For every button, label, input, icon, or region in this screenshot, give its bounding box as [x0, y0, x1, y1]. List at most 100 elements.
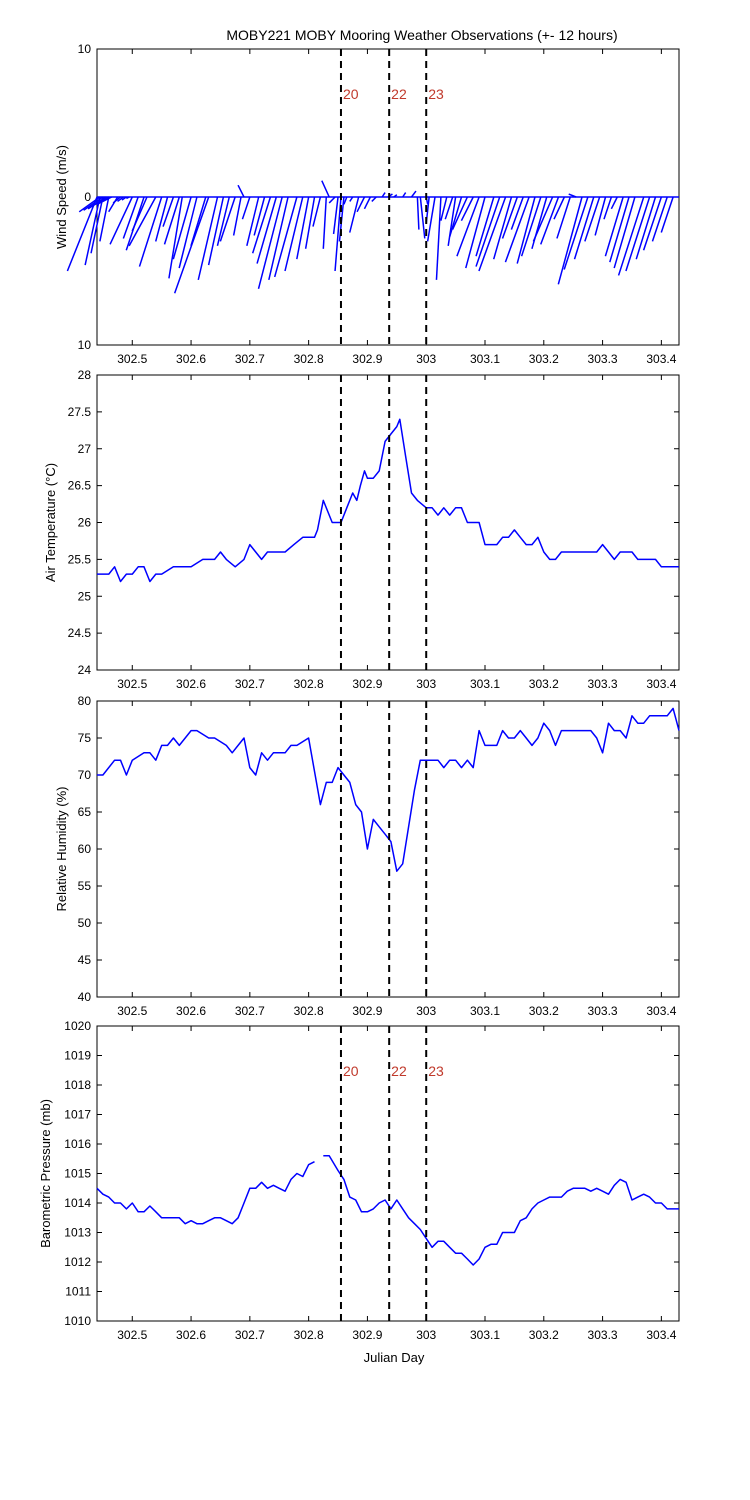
y-tick-label: 75 [78, 731, 92, 745]
wind-stick [232, 196, 242, 236]
y-tick-label: 45 [78, 953, 92, 967]
wind-stick [660, 196, 674, 233]
x-tick-label: 302.5 [117, 1004, 147, 1018]
wind-stick [642, 196, 663, 251]
y-axis-label: Barometric Pressure (mb) [38, 1099, 53, 1248]
x-tick-label: 302.5 [117, 1328, 147, 1342]
wind-stick [108, 196, 119, 213]
wind-stick [322, 196, 328, 249]
panel-2: 302.5 302.6 302.7 302.8 302.9 303 303.1 303.2 30… [43, 368, 680, 691]
wind-stick [475, 196, 495, 257]
event-marker-label: 20 [343, 86, 359, 102]
x-tick-label: 303.2 [529, 1328, 559, 1342]
wind-stick [617, 196, 645, 276]
wind-stick [516, 196, 536, 264]
wind-stick [321, 180, 330, 198]
x-tick-label: 302.8 [294, 677, 324, 691]
y-tick-label: 55 [78, 879, 92, 893]
data-series-line [97, 707, 680, 872]
wind-stick [510, 196, 524, 230]
event-marker-label: 22 [391, 86, 407, 102]
x-tick-label: 302.9 [352, 352, 382, 366]
wind-stick [416, 196, 420, 230]
wind-stick [312, 196, 322, 227]
wind-stick [90, 196, 104, 254]
wind-stick [197, 196, 219, 281]
wind-stick [349, 196, 354, 202]
wind-stick [178, 196, 198, 269]
wind-stick [273, 196, 298, 278]
x-tick-label: 303.2 [529, 1004, 559, 1018]
y-tick-label: 1019 [64, 1049, 91, 1063]
y-tick-label: 27 [78, 442, 92, 456]
wind-stick [241, 196, 251, 220]
y-tick-label: 24 [78, 663, 92, 677]
y-tick-label: 40 [78, 990, 92, 1004]
wind-stick [154, 196, 169, 242]
x-tick-label: 302.5 [117, 352, 147, 366]
wind-stick [435, 196, 442, 280]
x-tick-label: 303.4 [646, 1328, 676, 1342]
wind-stick [363, 196, 372, 210]
figure-title: MOBY221 MOBY Mooring Weather Observation… [226, 27, 617, 43]
y-tick-label: 27.5 [68, 405, 92, 419]
y-tick-label: 10 [78, 338, 92, 352]
wind-stick [448, 196, 463, 238]
x-tick-label: 302.9 [352, 1328, 382, 1342]
wind-stick [163, 196, 181, 245]
x-tick-label: 303.3 [588, 1004, 618, 1018]
wind-stick [84, 196, 101, 266]
y-axis-label: Relative Humidity (%) [54, 787, 69, 912]
wind-stick [117, 196, 124, 203]
wind-stick [465, 196, 486, 269]
y-tick-label: 1020 [64, 1019, 91, 1033]
wind-stick [256, 196, 278, 264]
data-series-line [97, 418, 679, 583]
wind-stick [237, 184, 245, 198]
x-tick-label: 302.8 [294, 1004, 324, 1018]
wind-stick [131, 196, 148, 232]
wind-stick [604, 196, 624, 257]
wind-stick [451, 196, 469, 230]
y-tick-label: 1013 [64, 1226, 91, 1240]
wind-stick [99, 196, 110, 242]
y-tick-label: 50 [78, 916, 92, 930]
y-tick-label: 80 [78, 694, 92, 708]
wind-stick [478, 196, 507, 272]
y-tick-label: 1011 [65, 1285, 91, 1299]
wind-stick [556, 196, 571, 239]
wind-stick [343, 196, 348, 205]
wind-stick [356, 196, 366, 213]
wind-stick [168, 196, 183, 279]
wind-stick [304, 196, 316, 249]
wind-stick [332, 196, 339, 235]
x-tick-label: 303.1 [470, 1004, 500, 1018]
x-tick-label: 302.7 [235, 1004, 265, 1018]
wind-stick [393, 194, 398, 198]
wind-stick [475, 196, 501, 267]
wind-stick [603, 196, 613, 220]
wind-stick [540, 196, 560, 245]
x-tick-label: 302.6 [176, 677, 206, 691]
x-tick-label: 303.3 [588, 677, 618, 691]
y-tick-label: 25 [78, 589, 92, 603]
wind-stick [348, 196, 360, 233]
y-tick-label: 1012 [64, 1255, 91, 1269]
wind-stick [251, 196, 272, 254]
wind-stick [219, 196, 236, 242]
wind-stick [257, 196, 283, 289]
wind-stick [284, 196, 304, 272]
x-tick-label: 302.5 [117, 677, 147, 691]
y-tick-label: 1015 [64, 1167, 91, 1181]
wind-stick [573, 196, 595, 260]
plot-frame [96, 374, 680, 671]
wind-stick [584, 196, 601, 242]
x-tick-label: 303.4 [646, 352, 676, 366]
x-tick-label: 303.2 [529, 677, 559, 691]
wind-stick [613, 196, 636, 269]
x-tick-label: 303.1 [470, 1328, 500, 1342]
x-tick-label: 303.4 [646, 1004, 676, 1018]
panel-4: 302.5 302.6 302.7 302.8 302.9 303 303.1 303.2 30… [38, 1019, 680, 1342]
wind-stick [190, 196, 207, 247]
